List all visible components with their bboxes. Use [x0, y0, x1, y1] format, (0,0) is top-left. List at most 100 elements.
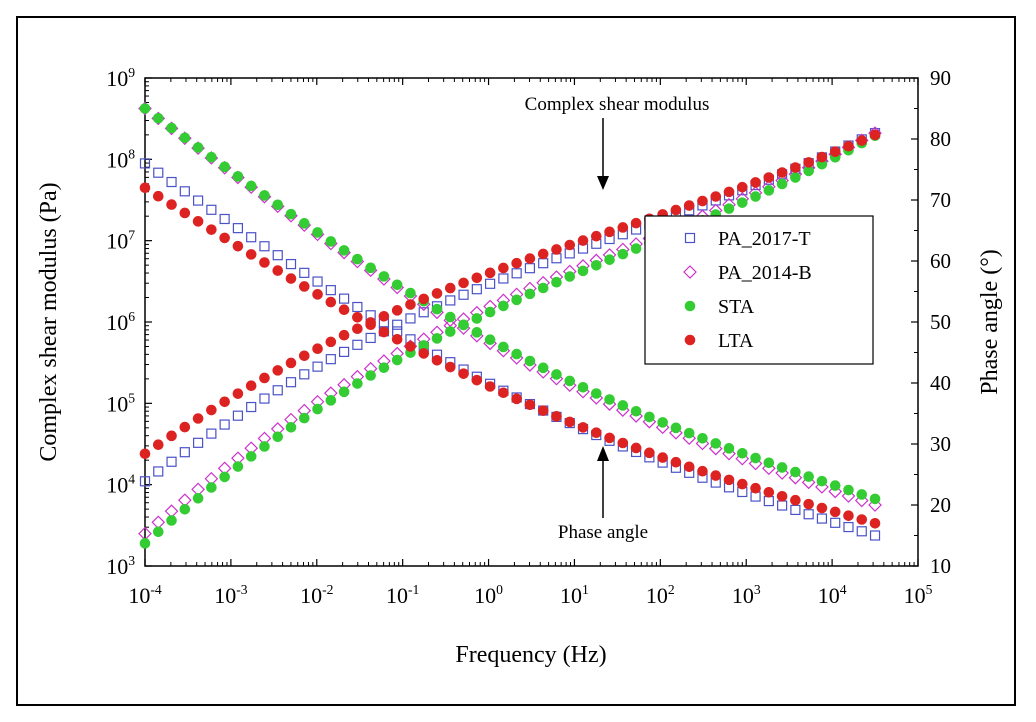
phase-point [232, 171, 244, 182]
modulus-point [272, 365, 284, 376]
modulus-point [776, 167, 788, 178]
y-right-tick-label: 80 [930, 127, 951, 151]
modulus-point [352, 378, 363, 389]
modulus-point [325, 336, 337, 348]
modulus-point [232, 388, 244, 399]
legend-label: PA_2017-T [718, 228, 811, 250]
phase-point [272, 199, 284, 211]
modulus-point [816, 151, 828, 163]
y-right-tick-label: 90 [930, 66, 951, 90]
phase-point [537, 405, 549, 416]
phase-point [325, 236, 337, 247]
modulus-point [259, 441, 270, 452]
phase-point [856, 526, 867, 537]
modulus-point [431, 288, 443, 299]
modulus-point [245, 451, 257, 462]
phase-point [338, 304, 350, 316]
phase-point [325, 285, 336, 296]
modulus-point [405, 299, 416, 310]
phase-point [192, 142, 204, 153]
phase-point [444, 361, 456, 373]
phase-point [564, 375, 576, 387]
modulus-point [245, 380, 257, 392]
modulus-point [617, 248, 629, 260]
phase-point [736, 447, 748, 459]
y-left-tick-label: 107 [106, 228, 135, 254]
phase-point [537, 362, 549, 374]
phase-point [179, 207, 191, 219]
modulus-point [471, 313, 483, 324]
x-tick-label: 100 [474, 582, 503, 608]
modulus-point [484, 267, 496, 279]
x-tick-label: 101 [560, 582, 589, 608]
phase-point [657, 452, 668, 463]
modulus-point [352, 339, 363, 350]
modulus-point [259, 372, 270, 384]
y-left-tick-label: 104 [106, 472, 135, 498]
modulus-point [511, 257, 522, 269]
phase-point [206, 204, 217, 215]
modulus-point [219, 471, 230, 483]
phase-point [325, 296, 337, 308]
phase-point [352, 301, 363, 313]
phase-point [843, 521, 854, 533]
phase-point [431, 354, 443, 366]
modulus-point [232, 410, 244, 421]
modulus-point [338, 346, 350, 357]
modulus-point [166, 430, 177, 442]
modulus-point [484, 306, 496, 318]
phase-point [206, 224, 217, 235]
phase-point [153, 167, 164, 178]
modulus-point [803, 157, 814, 168]
phase-point [471, 374, 483, 386]
phase-point [285, 258, 297, 270]
phase-point [617, 400, 629, 411]
phase-point [801, 475, 816, 490]
phase-point [776, 490, 788, 502]
phase-point [246, 232, 257, 243]
legend-label: PA_2014-B [718, 262, 812, 284]
phase-point [312, 227, 323, 238]
modulus-point [524, 288, 536, 300]
modulus-point [736, 181, 748, 193]
modulus-point [232, 461, 244, 472]
y-axis-right-label: Phase angle (°) [977, 249, 1003, 395]
x-axis-label: Frequency (Hz) [455, 642, 606, 668]
modulus-point [551, 244, 562, 255]
phase-point [139, 103, 151, 114]
phase-point [790, 494, 801, 506]
phase-point [471, 327, 483, 338]
modulus-point [285, 377, 297, 388]
phase-point [829, 480, 841, 491]
phase-point [152, 190, 164, 202]
phase-point [630, 442, 642, 454]
phase-point [418, 348, 430, 359]
phase-point [405, 287, 416, 299]
modulus-point [192, 413, 204, 424]
phase-point [577, 422, 589, 433]
modulus-point [590, 259, 602, 271]
phase-point [683, 427, 695, 439]
phase-point [338, 293, 350, 304]
modulus-point [710, 191, 722, 202]
modulus-point [458, 289, 469, 300]
x-tick-label: 10-2 [300, 582, 334, 608]
modulus-point [617, 222, 629, 233]
y-right-tick-label: 10 [930, 554, 951, 578]
phase-point [790, 466, 801, 478]
phase-point [843, 510, 854, 521]
figure-frame [16, 16, 1016, 706]
legend-label: STA [718, 296, 755, 318]
modulus-point [338, 329, 350, 341]
phase-point [484, 334, 496, 346]
phase-point [298, 218, 310, 229]
phase-point [219, 213, 230, 225]
phase-point [736, 478, 748, 490]
phase-point [763, 495, 774, 507]
modulus-point [325, 354, 336, 365]
legend-marker [684, 334, 696, 346]
phase-point [577, 381, 589, 393]
phase-point [245, 249, 257, 260]
phase-point [299, 267, 310, 278]
phase-point [723, 443, 735, 454]
